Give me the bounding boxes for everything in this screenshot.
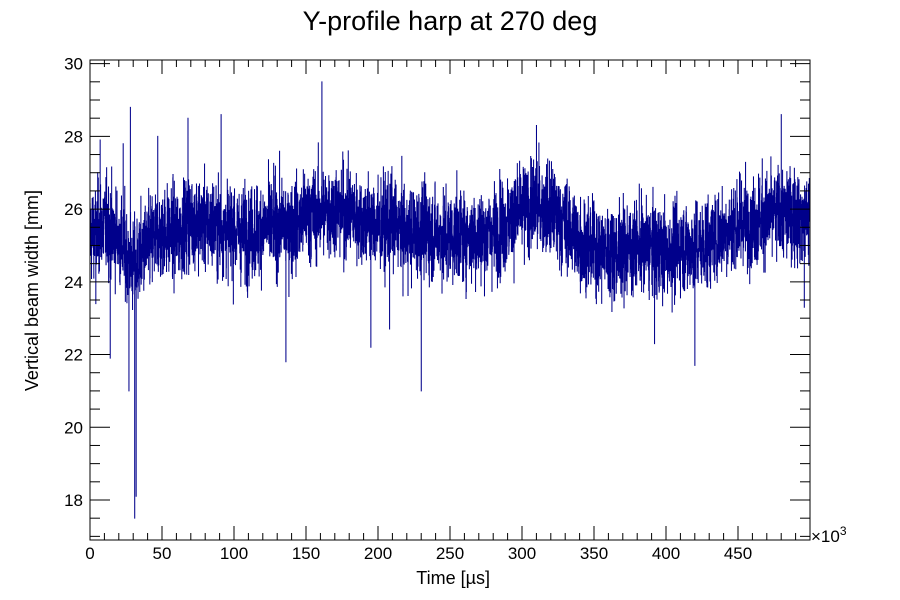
series-line bbox=[90, 81, 810, 519]
y-tick-label: 24 bbox=[64, 273, 83, 292]
y-tick-label: 26 bbox=[64, 200, 83, 219]
y-axis-tick-labels: 18 20 22 24 26 28 30 bbox=[64, 55, 83, 510]
y-tick-label: 30 bbox=[64, 55, 83, 74]
data-trace bbox=[90, 81, 810, 519]
x-axis-multiplier-base: ×10 bbox=[811, 527, 840, 546]
y-tick-label: 28 bbox=[64, 127, 83, 146]
x-axis-ticks bbox=[89, 60, 797, 540]
x-tick-label: 200 bbox=[364, 544, 392, 563]
x-axis-label: Time [µs] bbox=[416, 568, 490, 588]
x-axis-tick-labels: 0 50 100 150 200 250 300 350 400 450 bbox=[85, 544, 752, 563]
y-axis-ticks bbox=[90, 63, 810, 537]
y-tick-label: 18 bbox=[64, 491, 83, 510]
x-axis-multiplier: ×103 bbox=[811, 524, 847, 546]
x-tick-label: 400 bbox=[652, 544, 680, 563]
y-tick-label: 22 bbox=[64, 346, 83, 365]
x-tick-label: 100 bbox=[220, 544, 248, 563]
x-axis-multiplier-exponent: 3 bbox=[840, 524, 847, 538]
y-axis-label: Vertical beam width [mm] bbox=[22, 190, 42, 391]
x-tick-label: 150 bbox=[292, 544, 320, 563]
x-tick-label: 300 bbox=[508, 544, 536, 563]
y-tick-label: 20 bbox=[64, 418, 83, 437]
chart-title: Y-profile harp at 270 deg bbox=[303, 6, 598, 36]
x-tick-label: 0 bbox=[85, 544, 94, 563]
x-tick-label: 250 bbox=[436, 544, 464, 563]
x-tick-label: 50 bbox=[153, 544, 172, 563]
x-tick-label: 450 bbox=[724, 544, 752, 563]
x-tick-label: 350 bbox=[580, 544, 608, 563]
